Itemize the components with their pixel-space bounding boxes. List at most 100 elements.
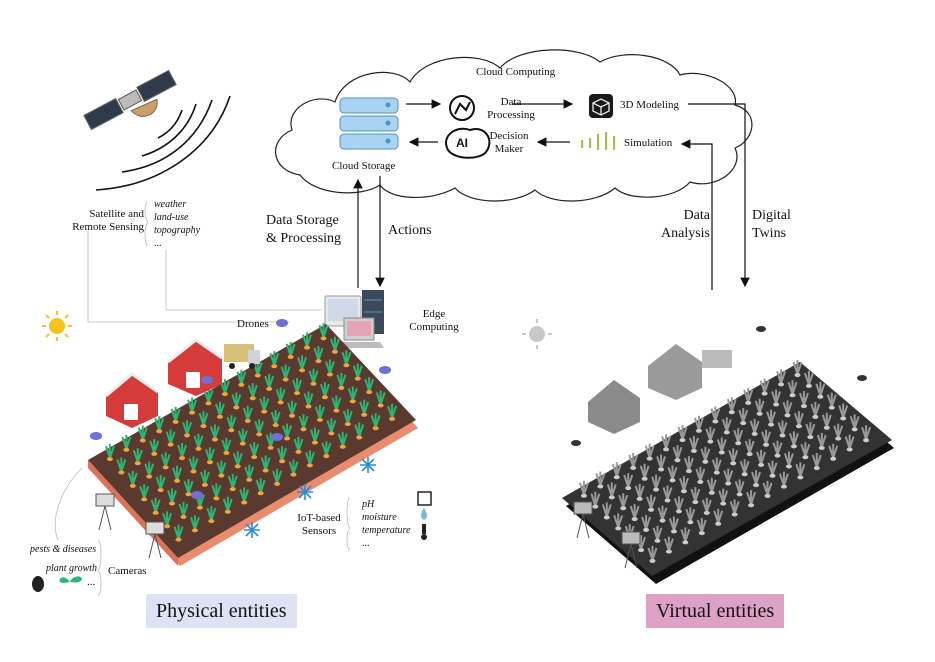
plant — [139, 484, 150, 499]
plant — [232, 451, 243, 466]
bug-icon — [32, 576, 44, 592]
plant-root — [756, 411, 763, 416]
plant — [793, 411, 804, 426]
plant — [247, 383, 258, 398]
plant — [756, 449, 767, 465]
plant-root — [728, 410, 735, 415]
iot-sensors-label: IoT-based Sensors — [297, 512, 341, 537]
plant-root — [630, 465, 637, 470]
drone-icon — [271, 433, 283, 441]
plant-root — [361, 412, 368, 417]
plant-root — [649, 558, 656, 563]
plant — [104, 444, 115, 459]
plant — [723, 468, 734, 483]
plant-root — [641, 476, 648, 481]
plant — [652, 525, 663, 541]
data-processing-label: Data Processing — [487, 96, 535, 121]
plant-root — [631, 517, 638, 522]
plant-root — [179, 456, 186, 461]
plant — [280, 364, 291, 379]
sun-icon-virtual — [522, 319, 552, 349]
plant-root — [625, 486, 632, 491]
plant-root — [164, 524, 171, 529]
plant — [187, 397, 198, 412]
plant-root — [287, 354, 294, 359]
decision-maker-label: Decision Maker — [489, 130, 529, 155]
plant — [743, 387, 754, 403]
plant — [613, 513, 624, 528]
plant-root — [768, 422, 775, 427]
plant — [578, 480, 589, 496]
plant-root — [326, 372, 333, 377]
plant-root — [592, 504, 599, 509]
plant-root — [271, 364, 278, 369]
plant — [227, 474, 238, 489]
plant-root — [669, 478, 676, 483]
plant-root — [311, 440, 318, 445]
plant-root — [643, 527, 650, 532]
plant — [629, 504, 640, 519]
plant — [828, 443, 839, 459]
plant — [788, 431, 799, 446]
plant-root — [356, 435, 363, 440]
plant-root — [338, 385, 345, 390]
plant — [132, 448, 143, 463]
plant — [211, 483, 222, 498]
plant-root — [200, 424, 207, 429]
drone-icons-virtual — [571, 326, 867, 446]
plant-root — [333, 408, 340, 413]
plant — [288, 459, 299, 474]
plant — [259, 396, 270, 411]
plant-root — [162, 465, 169, 470]
plant-root — [638, 548, 645, 553]
plant-root — [828, 405, 835, 410]
actions-arrow-label: Actions — [388, 223, 432, 238]
plant-root — [698, 531, 705, 536]
plant — [249, 442, 260, 457]
plant-root — [608, 495, 615, 500]
plant-root — [790, 444, 797, 449]
plant — [838, 403, 849, 418]
plant-root — [658, 467, 665, 472]
cameras-label: Cameras — [108, 565, 147, 577]
plant — [321, 441, 332, 456]
plant-root — [343, 363, 350, 368]
plant-root — [785, 464, 792, 469]
cloud-shape — [275, 49, 753, 202]
plant-root — [289, 413, 296, 418]
plant — [154, 416, 165, 431]
plant-root — [304, 345, 311, 350]
plant-root — [316, 417, 323, 422]
plant — [183, 479, 194, 494]
plant-root — [753, 483, 760, 488]
plant — [282, 423, 293, 438]
plant — [260, 455, 271, 470]
plant — [337, 431, 348, 447]
plant — [803, 370, 814, 386]
plant — [706, 477, 717, 493]
plant — [651, 474, 662, 489]
plant — [127, 470, 138, 486]
plant-root — [244, 418, 251, 423]
plant-root — [780, 484, 787, 489]
plant — [754, 398, 765, 414]
plant-root — [784, 413, 791, 418]
plant-root — [211, 437, 218, 442]
plant — [199, 469, 210, 485]
plant-root — [748, 503, 755, 508]
flow-icon — [449, 95, 475, 121]
plant-root — [863, 438, 870, 443]
plant — [167, 488, 178, 503]
plant-root — [690, 448, 697, 453]
drone-icon — [201, 376, 213, 384]
satellite-data-list: weather land-use topography... — [154, 199, 201, 249]
plant-root — [741, 472, 748, 477]
plant-root — [139, 438, 146, 443]
plant-root — [692, 500, 699, 505]
plant-root — [175, 537, 182, 542]
plant — [833, 423, 844, 438]
plant — [313, 346, 324, 361]
plant-root — [257, 491, 264, 496]
plant-root — [779, 433, 786, 438]
plant — [359, 399, 370, 415]
